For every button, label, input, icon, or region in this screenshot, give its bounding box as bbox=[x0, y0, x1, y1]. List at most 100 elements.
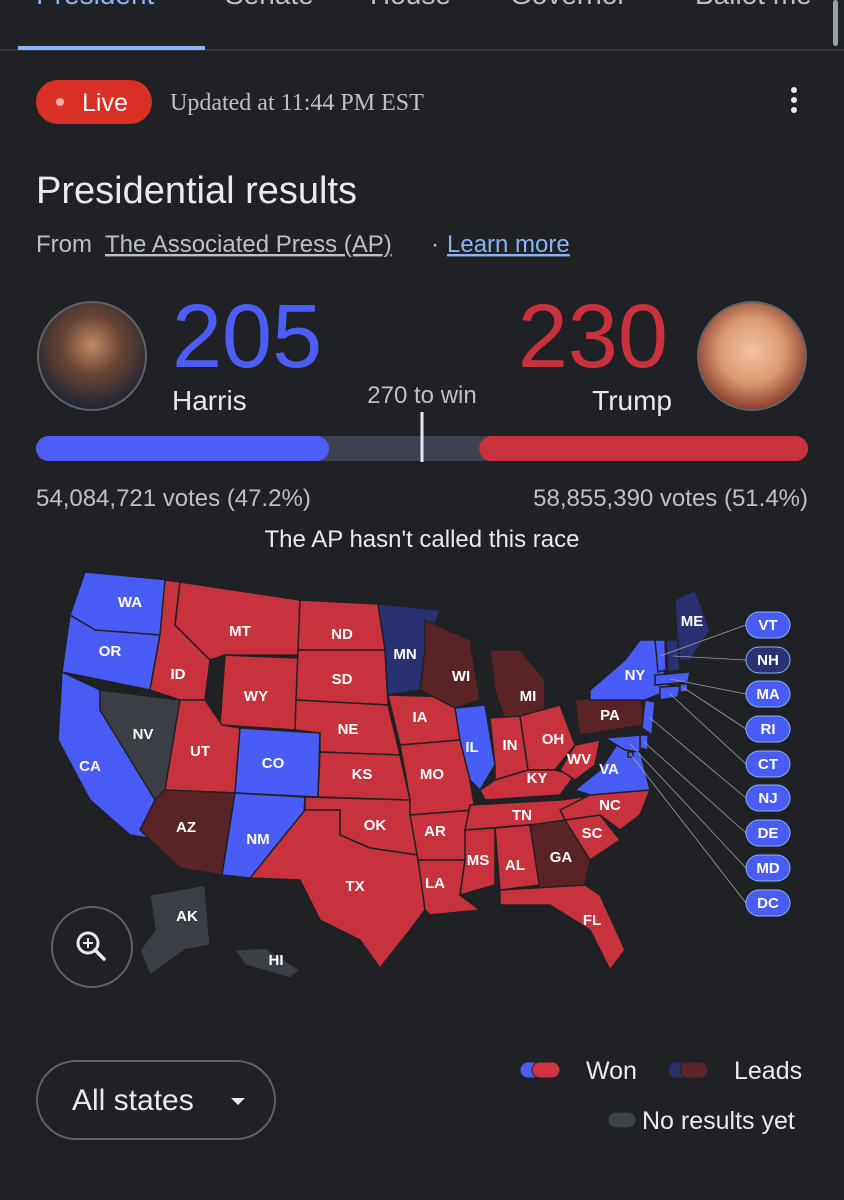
ev-bar bbox=[36, 412, 808, 462]
vote-total: 54,084,721 votes (47.2%) bbox=[36, 485, 311, 512]
legend-label: Leads bbox=[734, 1057, 802, 1085]
state-label: CA bbox=[79, 758, 101, 775]
source-link[interactable]: The Associated Press (AP) bbox=[105, 231, 392, 258]
dropdown-border bbox=[36, 1060, 276, 1140]
state-label: NY bbox=[625, 667, 646, 684]
candidate-photo bbox=[697, 301, 807, 411]
source-prefix: From bbox=[36, 231, 92, 258]
state-label: DC bbox=[757, 895, 779, 912]
tab[interactable]: Governor bbox=[510, 0, 627, 10]
state-label: NJ bbox=[758, 790, 777, 807]
callout-line bbox=[629, 743, 747, 869]
state-label: UT bbox=[190, 743, 210, 760]
state-label: FL bbox=[583, 912, 601, 929]
state-label: SC bbox=[582, 825, 603, 842]
state bbox=[139, 884, 211, 977]
state bbox=[233, 947, 302, 979]
state-label: IN bbox=[503, 737, 518, 754]
state-pill bbox=[745, 646, 791, 674]
state-pill bbox=[745, 680, 791, 708]
callout-line bbox=[669, 678, 747, 695]
live-text: Live bbox=[82, 89, 128, 117]
learn-more[interactable]: Learn more bbox=[447, 231, 570, 258]
state-label: AR bbox=[424, 823, 446, 840]
state-label: OR bbox=[99, 643, 122, 660]
state bbox=[558, 739, 601, 781]
menu-button[interactable] bbox=[791, 87, 797, 113]
state-label: VA bbox=[599, 761, 619, 778]
filter-dropdown[interactable]: All states bbox=[36, 1060, 276, 1140]
tab[interactable]: House bbox=[370, 0, 451, 10]
state bbox=[248, 809, 426, 970]
state-label: CO bbox=[262, 755, 285, 772]
title: Presidential results bbox=[36, 170, 357, 212]
candidate-ev: 230 bbox=[518, 287, 668, 387]
state-label: AK bbox=[176, 908, 198, 925]
state-pill bbox=[745, 611, 791, 639]
scrollbar bbox=[833, 0, 838, 46]
legend-label: No results yet bbox=[642, 1107, 795, 1135]
state-pill bbox=[745, 784, 791, 812]
zoom-circle bbox=[51, 906, 133, 988]
live-dot bbox=[56, 98, 64, 106]
state-label: ID bbox=[171, 666, 186, 683]
callout-line bbox=[683, 687, 747, 730]
callout-line bbox=[672, 655, 747, 661]
state-label: DE bbox=[758, 825, 779, 842]
zoom-button[interactable] bbox=[51, 906, 133, 988]
state-label: WI bbox=[452, 668, 470, 685]
state-pill bbox=[745, 750, 791, 778]
state-label: IA bbox=[413, 709, 428, 726]
state-label: GA bbox=[550, 849, 573, 866]
callout-line bbox=[630, 754, 747, 904]
callout-line bbox=[659, 624, 747, 657]
state-label: PA bbox=[600, 707, 620, 724]
state-label: NM bbox=[246, 831, 269, 848]
live-badge bbox=[36, 80, 152, 124]
tab[interactable]: Ballot me bbox=[695, 0, 812, 10]
legend-label: Won bbox=[586, 1057, 637, 1085]
state-label: WV bbox=[567, 751, 591, 768]
bar-segment bbox=[479, 436, 808, 461]
callout-line bbox=[648, 716, 747, 799]
state bbox=[654, 671, 691, 686]
state-label: MN bbox=[393, 646, 416, 663]
state-pill bbox=[745, 889, 791, 917]
state-label: MI bbox=[520, 688, 537, 705]
state-label: MT bbox=[229, 623, 251, 640]
menu-dot bbox=[791, 87, 797, 93]
bar-segment bbox=[36, 436, 330, 461]
dropdown-arrow bbox=[231, 1098, 245, 1105]
state-label: MS bbox=[467, 852, 490, 869]
state-label: NV bbox=[133, 726, 154, 743]
state-label: AL bbox=[505, 857, 525, 874]
state-label: TX bbox=[345, 878, 364, 895]
tab[interactable]: Senate bbox=[225, 0, 314, 10]
callout-line bbox=[668, 692, 747, 765]
menu-dot bbox=[791, 97, 797, 103]
state-label: ND bbox=[331, 626, 353, 643]
zoom-icon bbox=[93, 948, 106, 961]
win-label: 270 to win bbox=[367, 382, 476, 409]
state-label: WY bbox=[244, 688, 268, 705]
state-label: SD bbox=[332, 671, 353, 688]
tab[interactable]: President bbox=[36, 0, 155, 10]
updated-time: Updated at 11:44 PM EST bbox=[170, 90, 424, 116]
state-label: KS bbox=[352, 766, 373, 783]
state bbox=[641, 699, 656, 737]
state-label: ME bbox=[681, 613, 704, 630]
race-status: The AP hasn't called this race bbox=[265, 526, 580, 553]
candidate-name: Trump bbox=[592, 385, 672, 416]
candidate-name: Harris bbox=[172, 385, 247, 416]
state-label: OH bbox=[542, 731, 565, 748]
state bbox=[519, 704, 576, 771]
candidate-ev: 205 bbox=[172, 287, 322, 387]
dropdown-text: All states bbox=[72, 1084, 194, 1117]
state-label: MD bbox=[756, 860, 779, 877]
state-label: IL bbox=[465, 739, 478, 756]
tab-indicator bbox=[18, 46, 205, 50]
state-label: TN bbox=[512, 807, 532, 824]
map: WA OR CA NV ID MT WY UT CO AZ NM ND SD NE KS OK TX MN IA MO… bbox=[57, 571, 791, 979]
candidate-photo bbox=[37, 301, 147, 411]
